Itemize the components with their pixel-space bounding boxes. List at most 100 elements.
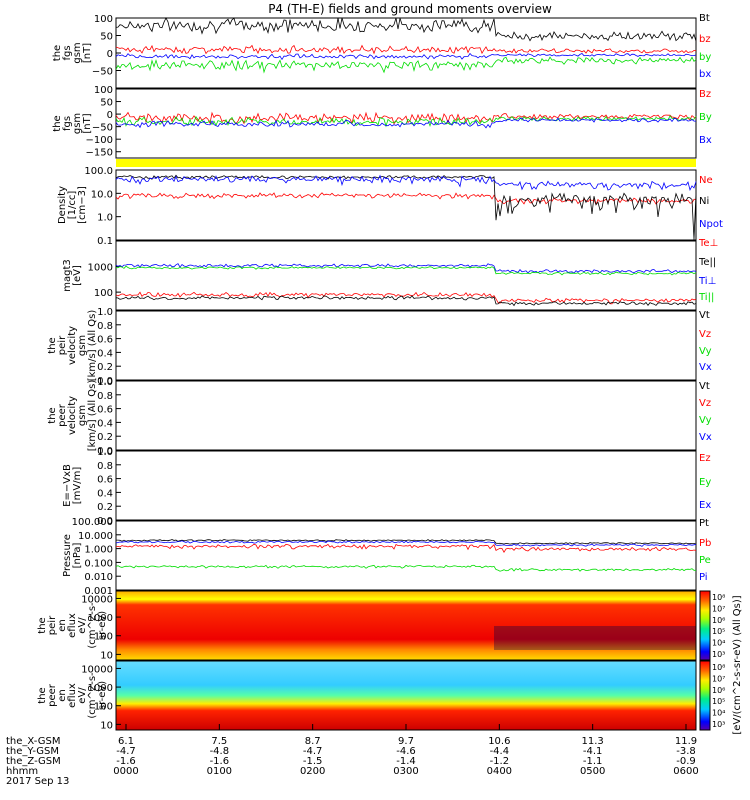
- x-axis-row-label: the_Y-GSM: [6, 746, 59, 757]
- legend-entry-Ex: Ex: [699, 500, 711, 511]
- x-tick-label: 0600: [673, 766, 698, 777]
- y-axis-label-line: gsm: [72, 113, 83, 134]
- y-axis-label-line: (cm^2-s-: [87, 672, 98, 719]
- y-axis-label-line: gsm: [72, 42, 83, 63]
- y-axis-label-line: velocity: [67, 326, 78, 365]
- x-tick-label: -4.8: [210, 746, 230, 757]
- x-tick-label: 0400: [487, 766, 512, 777]
- y-axis-label-line: sr-eV): [97, 611, 108, 640]
- series-line-Pe: [115, 564, 696, 572]
- panel-frame-peir-velocity: [115, 310, 697, 381]
- legend-entry-Bt: Bt: [699, 13, 710, 24]
- series-line-Npot: [115, 174, 697, 192]
- legend-entry-Vy: Vy: [699, 346, 712, 357]
- colorbar-tick-label: 10⁶: [712, 686, 725, 695]
- legend-entry-by: by: [699, 52, 711, 63]
- legend-entry-Pt: Pt: [699, 518, 709, 529]
- x-tick-label: 11.3: [582, 736, 604, 747]
- colorbar-tick-label: 10⁸: [712, 663, 725, 672]
- y-axis-label-efield: E=−VxB [mV/m]: [62, 464, 83, 507]
- y-axis-label-line: (cm^2-s-: [87, 602, 98, 649]
- y-tick-label: 0.1: [97, 236, 113, 247]
- y-axis-label-line: the: [52, 45, 63, 61]
- y-tick-label: 0.001: [84, 586, 113, 597]
- y-tick-label: 50: [100, 32, 113, 43]
- spectrogram-peir-eflux: [116, 591, 696, 660]
- x-tick-label: -4.7: [116, 746, 136, 757]
- y-tick-label: 10.0: [91, 189, 113, 200]
- y-axis-label-line: peir: [57, 335, 68, 355]
- legend-entry-Vx: Vx: [699, 432, 712, 443]
- colorbar-tick-label: 10⁴: [712, 639, 725, 648]
- series-line-bx: [115, 52, 697, 61]
- y-tick-label: 100: [94, 702, 113, 713]
- y-axis-label-line: eV/: [77, 617, 88, 634]
- y-axis-label-line: E=−VxB: [62, 464, 73, 507]
- x-tick-label: 0200: [300, 766, 325, 777]
- panel-frame-efield: [115, 450, 697, 521]
- y-axis-label-line: [km/s] (All Qs): [87, 380, 98, 452]
- spectrogram-dark-region: [494, 626, 696, 650]
- x-tick-label: -4.4: [490, 746, 510, 757]
- y-axis-label-line: [nT]: [82, 113, 93, 133]
- legend-entry-Ne: Ne: [699, 175, 713, 186]
- x-tick-label: 0300: [393, 766, 418, 777]
- y-tick-label: 0.4: [97, 488, 113, 499]
- y-tick-label: 0.8: [97, 391, 113, 402]
- y-tick-label: 100.000: [72, 517, 113, 528]
- date-label: 2017 Sep 13: [6, 776, 69, 787]
- spectrogram-peer-eflux: [116, 661, 696, 730]
- x-tick-label: 11.9: [675, 736, 697, 747]
- y-tick-label: 0.8: [97, 461, 113, 472]
- legend-entry-Bx: Bx: [699, 135, 712, 146]
- y-tick-label: 10.000: [78, 531, 113, 542]
- colorbar-tick-label: 10³: [712, 720, 725, 729]
- legend-entry-Vz: Vz: [699, 329, 711, 340]
- colorbar-unit-text: [eV/(cm^2-s-sr-eV) (All Qs)]: [732, 595, 743, 734]
- panel-fgs: 100 50 0 −50 the fgs gsm [nT] Bt bz by bx: [52, 13, 711, 89]
- x-tick-label: -3.8: [676, 746, 696, 757]
- y-axis-label-line: eV/: [77, 687, 88, 704]
- y-axis-label-fgs-gsm: the fgs gsm [nT]: [52, 113, 93, 134]
- panel-frame-peer-velocity: [115, 380, 697, 451]
- y-tick-label: 0.100: [84, 558, 113, 569]
- y-tick-label: 100: [94, 288, 113, 299]
- y-tick-label: 0: [107, 49, 113, 60]
- x-tick-label: -1.1: [583, 756, 603, 767]
- y-tick-label: 0.010: [84, 572, 113, 583]
- y-axis-label-density: Density [1/cc] [cm−3]: [57, 186, 88, 224]
- colorbar-tick-label: 10⁸: [712, 593, 725, 602]
- y-tick-label: 0.8: [97, 321, 113, 332]
- y-axis-label-line: eflux: [67, 613, 78, 638]
- colorbar-peer-eflux: [699, 660, 711, 731]
- y-axis-label-line: [eV]: [72, 265, 83, 286]
- colorbar-peir-eflux: [699, 590, 711, 661]
- y-tick-label: 50: [100, 98, 113, 109]
- x-tick-label: -1.5: [303, 756, 323, 767]
- y-tick-label: 0.0: [97, 516, 113, 527]
- y-axis-label-line: the: [37, 617, 48, 633]
- legend-entry-Vy: Vy: [699, 415, 712, 426]
- legend-entry-Pi: Pi: [699, 572, 708, 583]
- colorbar-tick-label: 10⁷: [712, 604, 725, 613]
- series-line-Pi: [115, 540, 697, 547]
- panel-frame-density: [115, 169, 697, 241]
- y-axis-label-temperature: magt3 [eV]: [62, 259, 83, 292]
- colorbar-tick-label: 10⁵: [712, 627, 725, 636]
- legend-entry-Ti||: Ti||: [698, 292, 714, 303]
- panel-density: 100.0 10.0 1.0 0.1 Density [1/cc] [cm−3] Ne Ni Np…: [57, 166, 723, 247]
- panel-frame-fgs: [115, 17, 697, 89]
- y-tick-label: 100.0: [84, 166, 113, 177]
- y-tick-label: 1.000: [84, 545, 113, 556]
- series-line-Pb: [115, 543, 697, 553]
- series-line-Pt: [116, 539, 697, 545]
- legend-entry-Te⊥: Te⊥: [698, 238, 718, 249]
- y-axis-label-line: eflux: [67, 683, 78, 708]
- series-line-by: [115, 56, 697, 74]
- y-axis-label-line: the: [47, 407, 58, 423]
- y-axis-label-fgs: the fgs gsm [nT]: [52, 42, 93, 63]
- y-tick-label: 0.6: [97, 475, 113, 486]
- legend-entry-Pb: Pb: [699, 538, 711, 549]
- x-axis-row-label: the_X-GSM: [6, 736, 60, 747]
